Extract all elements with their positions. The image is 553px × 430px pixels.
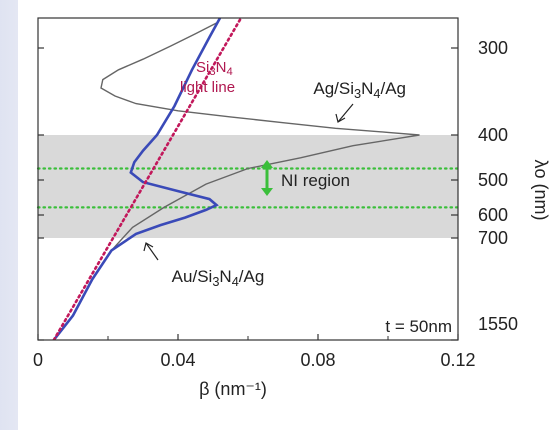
x-tick-label: 0.08 <box>300 350 335 370</box>
annotation-ag: Ag/Si3N4/Ag <box>313 79 406 101</box>
shaded-band <box>38 135 458 238</box>
x-tick-label: 0.12 <box>440 350 475 370</box>
x-axis-title: β (nm⁻¹) <box>199 379 267 399</box>
y-tick-label: 600 <box>478 205 508 225</box>
chart-svg: 0 0.04 0.08 0.12 300 400 500 600 700 1550 β (nm⁻¹)… <box>18 0 553 430</box>
y-tick-label: 300 <box>478 38 508 58</box>
y-axis-title: λo (nm) <box>531 159 551 220</box>
x-tick-label: 0 <box>33 350 43 370</box>
y-tick-label: 700 <box>478 228 508 248</box>
chart-figure: 0 0.04 0.08 0.12 300 400 500 600 700 1550 β (nm⁻¹)… <box>18 0 553 430</box>
x-tick-label: 0.04 <box>160 350 195 370</box>
annotation-light-line-2: light line <box>180 79 235 96</box>
y-tick-label: 500 <box>478 170 508 190</box>
arrow-au <box>146 243 158 260</box>
annotation-au: Au/Si3N4/Ag <box>172 267 265 289</box>
annotation-ni-region: NI region <box>281 171 350 190</box>
y-tick-label: 400 <box>478 125 508 145</box>
arrow-ag <box>338 104 353 122</box>
annotation-thickness: t = 50nm <box>385 317 452 336</box>
y-tick-label: 1550 <box>478 314 518 334</box>
